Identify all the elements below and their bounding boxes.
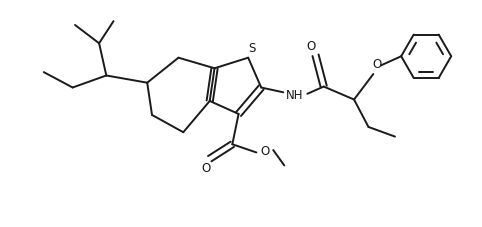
Text: O: O (201, 161, 211, 174)
Text: O: O (373, 58, 382, 71)
Text: S: S (248, 41, 256, 54)
Text: O: O (260, 144, 269, 157)
Text: O: O (306, 40, 315, 53)
Text: NH: NH (286, 89, 304, 102)
